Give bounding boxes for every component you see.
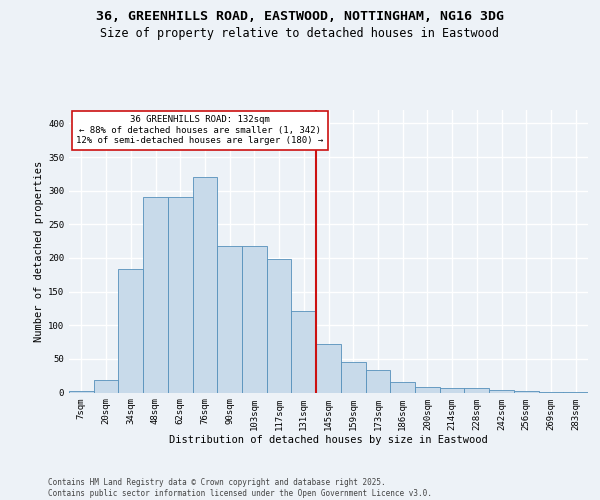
Bar bbox=[242, 246, 267, 392]
Text: Contains HM Land Registry data © Crown copyright and database right 2025.
Contai: Contains HM Land Registry data © Crown c… bbox=[48, 478, 432, 498]
X-axis label: Distribution of detached houses by size in Eastwood: Distribution of detached houses by size … bbox=[169, 435, 488, 445]
Bar bbox=[143, 198, 168, 392]
Bar bbox=[118, 268, 143, 392]
Bar bbox=[292, 311, 316, 392]
Bar bbox=[217, 246, 242, 392]
Bar bbox=[514, 391, 539, 392]
Y-axis label: Number of detached properties: Number of detached properties bbox=[34, 160, 44, 342]
Bar bbox=[365, 370, 390, 392]
Text: 36, GREENHILLS ROAD, EASTWOOD, NOTTINGHAM, NG16 3DG: 36, GREENHILLS ROAD, EASTWOOD, NOTTINGHA… bbox=[96, 10, 504, 23]
Text: Size of property relative to detached houses in Eastwood: Size of property relative to detached ho… bbox=[101, 27, 499, 40]
Bar bbox=[316, 344, 341, 393]
Bar bbox=[489, 390, 514, 392]
Bar bbox=[193, 178, 217, 392]
Bar bbox=[168, 198, 193, 392]
Bar bbox=[267, 258, 292, 392]
Bar bbox=[94, 380, 118, 392]
Bar bbox=[440, 388, 464, 392]
Bar bbox=[341, 362, 365, 392]
Bar bbox=[69, 391, 94, 392]
Bar bbox=[415, 387, 440, 392]
Bar bbox=[464, 388, 489, 392]
Text: 36 GREENHILLS ROAD: 132sqm
← 88% of detached houses are smaller (1, 342)
12% of : 36 GREENHILLS ROAD: 132sqm ← 88% of deta… bbox=[76, 116, 323, 145]
Bar bbox=[390, 382, 415, 392]
